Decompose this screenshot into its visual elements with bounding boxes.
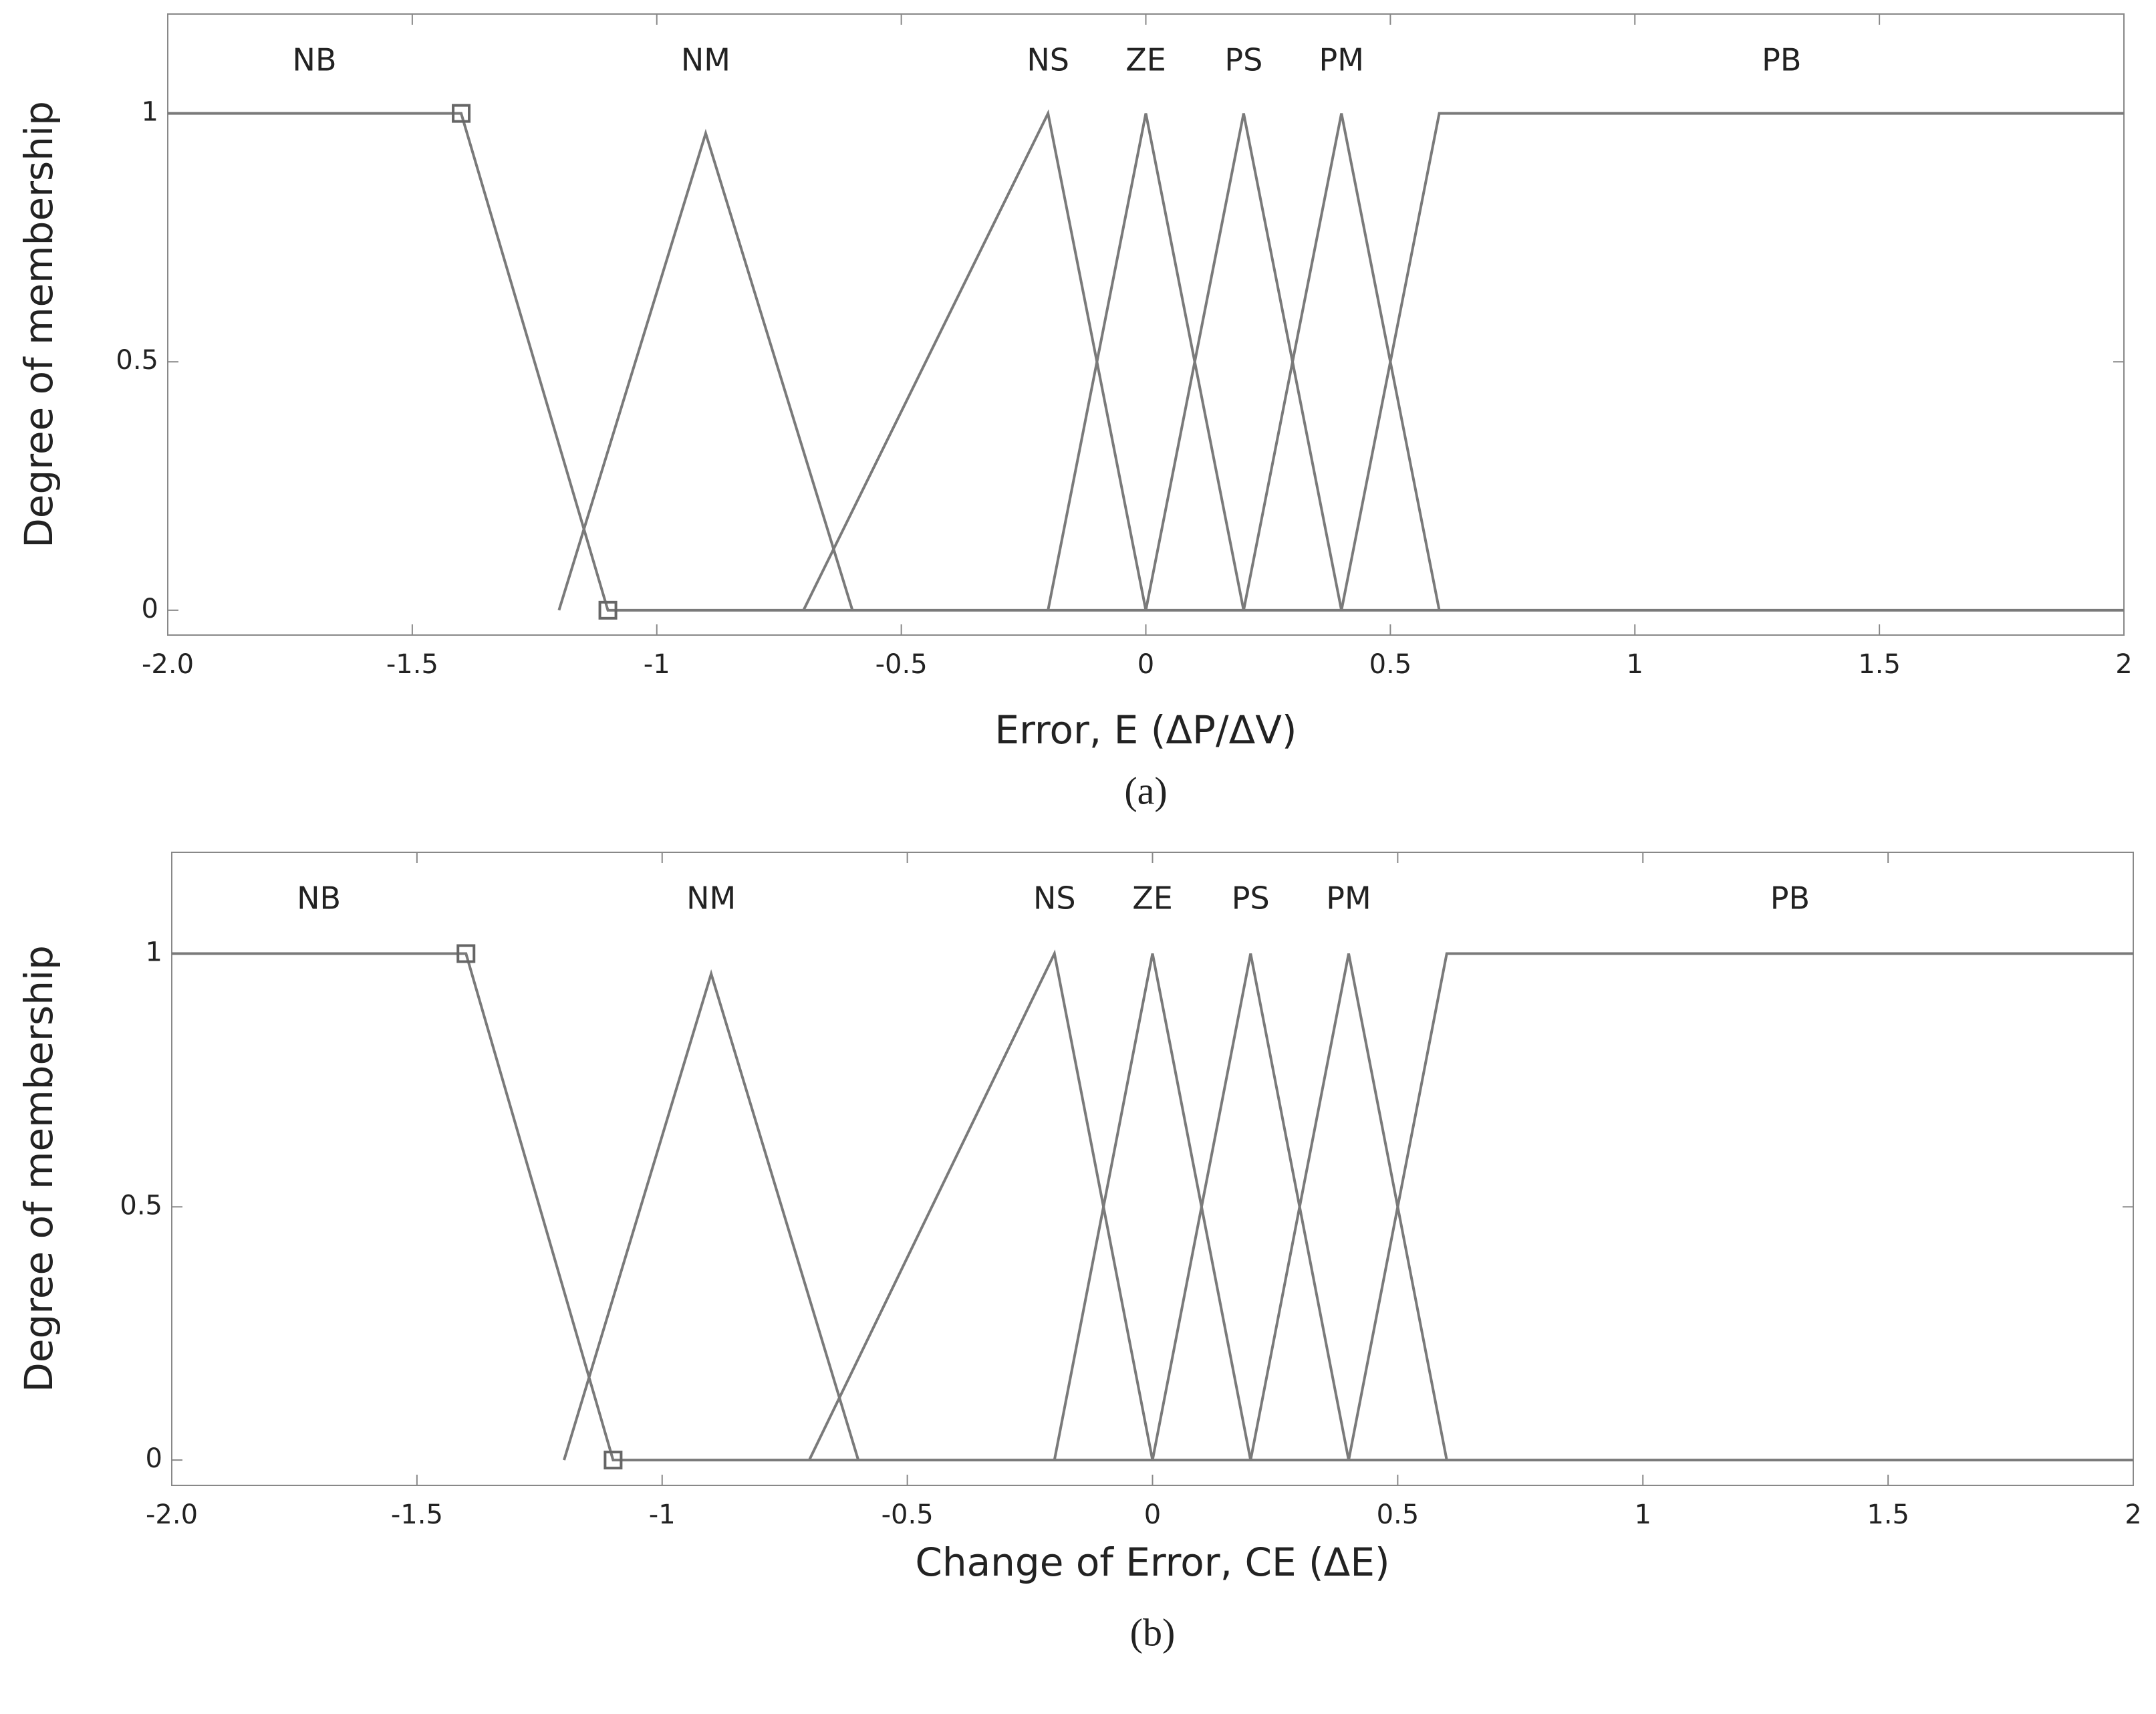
x-tick-label: -1 — [644, 649, 670, 680]
series-name: ZE — [1125, 42, 1166, 78]
x-tick-label: 1.5 — [1867, 1499, 1909, 1530]
membership-line — [563, 969, 860, 1461]
x-tick-label: -1 — [649, 1499, 676, 1530]
x-tick-label: 1.5 — [1858, 649, 1901, 680]
y-tick-label: 0.5 — [116, 345, 158, 376]
x-tick-label: 0.5 — [1369, 649, 1412, 680]
x-tick-label: 0 — [1144, 1499, 1161, 1530]
x-tick-label: 0.5 — [1377, 1499, 1420, 1530]
x-tick-label: 0 — [1137, 649, 1154, 680]
plot-frame — [167, 13, 2125, 636]
caption: (a) — [1124, 769, 1167, 812]
x-tick-label: -0.5 — [882, 1499, 934, 1530]
x-tick-label: -0.5 — [875, 649, 928, 680]
vertex-marker — [452, 104, 471, 123]
membership-line — [1047, 113, 1245, 611]
vertex-marker — [456, 944, 476, 963]
caption: (b) — [1130, 1610, 1176, 1654]
membership-line — [168, 112, 2124, 612]
y-tick-label: 1 — [142, 97, 158, 128]
series-name: NM — [686, 880, 736, 916]
plot-frame — [171, 852, 2134, 1486]
series-name: NS — [1033, 880, 1076, 916]
x-tick-label: 1 — [1627, 649, 1643, 680]
x-tick-label: 2 — [2115, 649, 2132, 680]
vertex-marker — [598, 600, 618, 620]
series-name: ZE — [1132, 880, 1173, 916]
x-axis-label: Change of Error, CE (ΔE) — [915, 1540, 1389, 1585]
membership-line — [1053, 953, 1252, 1461]
x-tick-label: 2 — [2125, 1499, 2141, 1530]
x-axis-label: Error, E (ΔP/ΔV) — [994, 707, 1297, 753]
chart: -2.0 -1.5 -1 -0.5 0 0.5 1 1.5 2 0 0.5 1 NB NM NS ZE PS PM… — [16, 852, 2142, 1654]
membership-line — [1144, 113, 1343, 611]
membership-line — [1249, 953, 1448, 1461]
series-name: PB — [1770, 880, 1810, 916]
x-tick-label: -1.5 — [386, 649, 438, 680]
x-tick-label: -1.5 — [391, 1499, 443, 1530]
y-tick-label: 0 — [142, 594, 158, 624]
x-tick-label: 1 — [1635, 1499, 1651, 1530]
series-name: NB — [293, 42, 337, 78]
membership-line — [802, 109, 1148, 611]
series-name: NM — [681, 42, 730, 78]
y-tick-label: 0.5 — [120, 1190, 162, 1221]
y-axis-label: Degree of membership — [16, 101, 61, 548]
series-name: PB — [1762, 42, 1801, 78]
y-axis-label: Degree of membership — [16, 945, 61, 1392]
x-tick-label: -2.0 — [146, 1499, 198, 1530]
membership-line — [1340, 112, 2124, 611]
x-tick-label: -2.0 — [142, 649, 194, 680]
y-tick-label: 1 — [146, 937, 162, 968]
series-name: PS — [1224, 42, 1262, 78]
membership-line — [172, 952, 2133, 1462]
series-name: NB — [297, 880, 341, 916]
membership-line — [1347, 952, 2133, 1461]
membership-line — [1242, 113, 1441, 611]
chart: -2.0 -1.5 -1 -0.5 0 0.5 1 1.5 2 0 0.5 1 NB NM NS ZE PS PM… — [16, 13, 2133, 812]
series-name: PS — [1232, 880, 1270, 916]
membership-line — [808, 949, 1154, 1461]
series-name: NS — [1027, 42, 1069, 78]
y-tick-label: 0 — [146, 1443, 162, 1474]
membership-line — [557, 128, 854, 611]
series-name: PM — [1319, 42, 1363, 78]
membership-line — [1151, 953, 1350, 1461]
vertex-marker — [603, 1451, 623, 1470]
series-name: PM — [1326, 880, 1371, 916]
